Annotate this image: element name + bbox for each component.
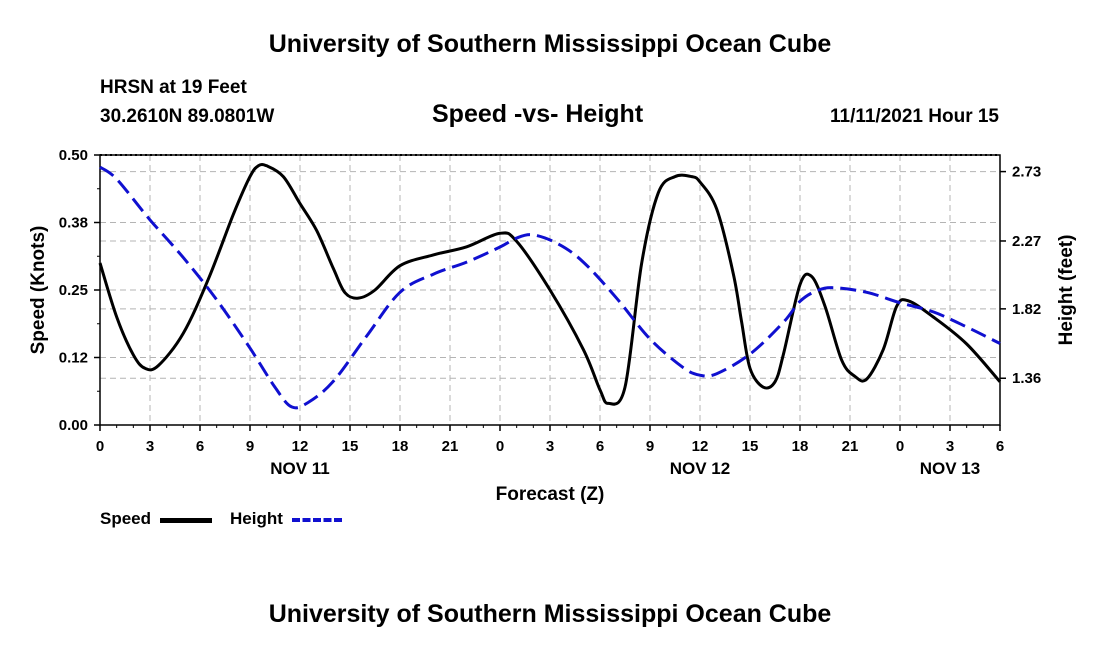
x-tick-label: 9 xyxy=(246,438,254,455)
legend-speed-swatch xyxy=(160,518,212,523)
x-tick-label: 21 xyxy=(442,438,459,455)
forecast-datetime: 11/11/2021 Hour 15 xyxy=(829,106,999,127)
x-tick-label: 18 xyxy=(392,438,409,455)
series-layer xyxy=(98,162,1002,410)
legend-height-label: Height xyxy=(230,509,283,528)
x-tick-label: 0 xyxy=(896,438,904,455)
x-tick-label: 15 xyxy=(742,438,759,455)
x-tick-label: 3 xyxy=(546,438,554,455)
chart-subtitle: Speed -vs- Height xyxy=(432,100,644,128)
x-tick-label: 9 xyxy=(646,438,654,455)
x-tick-label: 18 xyxy=(792,438,809,455)
x-tick-label: 3 xyxy=(946,438,954,455)
y-tick-label: 0.38 xyxy=(59,215,88,232)
speed-series-line xyxy=(98,162,1002,406)
y2-tick-label: 2.27 xyxy=(1012,233,1041,250)
y-tick-label: 0.50 xyxy=(59,147,88,164)
axes: 0 3 6 9 12 15 18 21 0 3 6 9 12 15 18 21 0 3 6 NOV 11 NOV 12 N… xyxy=(59,147,1041,478)
x-tick-label: 0 xyxy=(96,438,104,455)
date-label: NOV 11 xyxy=(270,459,330,478)
height-series-line xyxy=(99,165,1001,410)
x-tick-label: 0 xyxy=(496,438,504,455)
station-coordinates: 30.2610N 89.0801W xyxy=(100,106,275,127)
x-tick-label: 21 xyxy=(842,438,859,455)
y-tick-label: 0.25 xyxy=(59,282,88,299)
grid-lines xyxy=(100,155,1000,425)
x-tick-label: 6 xyxy=(196,438,204,455)
legend-height-swatch xyxy=(292,518,342,522)
x-tick-label: 6 xyxy=(996,438,1004,455)
y-tick-label: 0.12 xyxy=(59,350,88,367)
x-tick-label: 12 xyxy=(692,438,709,455)
chart-title: University of Southern Mississippi Ocean… xyxy=(268,30,832,58)
x-tick-label: 6 xyxy=(596,438,604,455)
date-label: NOV 13 xyxy=(920,459,980,478)
y-axis-title: Speed (Knots) xyxy=(28,226,49,355)
footer-title: University of Southern Mississippi Ocean… xyxy=(268,600,832,628)
y2-tick-label: 1.82 xyxy=(1012,301,1041,318)
y2-axis-title: Height (feet) xyxy=(1056,235,1077,346)
y-tick-label: 0.00 xyxy=(59,417,88,434)
y2-tick-label: 2.73 xyxy=(1012,164,1041,181)
legend-speed-label: Speed xyxy=(100,509,152,528)
x-tick-label: 15 xyxy=(342,438,359,455)
y2-tick-label: 1.36 xyxy=(1012,370,1041,387)
station-name: HRSN at 19 Feet xyxy=(100,77,247,98)
date-label: NOV 12 xyxy=(670,459,730,478)
x-tick-label: 12 xyxy=(292,438,309,455)
x-axis-title: Forecast (Z) xyxy=(496,484,605,505)
x-tick-label: 3 xyxy=(146,438,154,455)
